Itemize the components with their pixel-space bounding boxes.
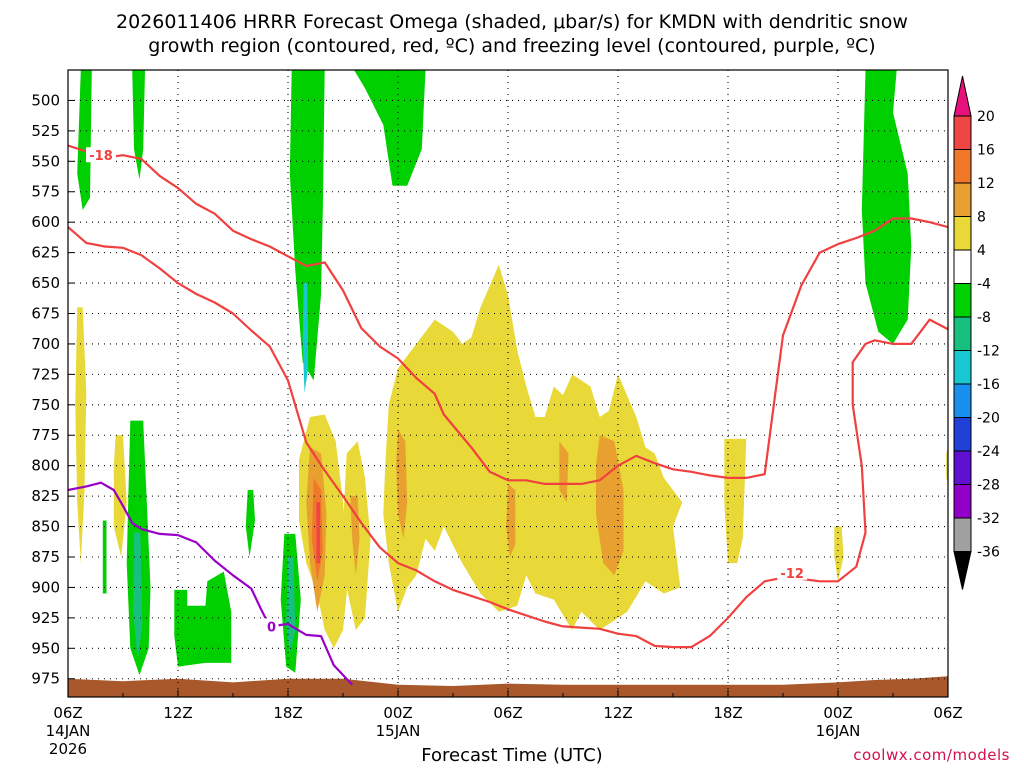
omega-region--8-8 xyxy=(245,490,255,557)
y-tick-label-525: 525 xyxy=(31,122,60,140)
y-tick-label-925: 925 xyxy=(31,609,60,627)
omega-region-8-25 xyxy=(559,441,569,503)
y-tick-label-625: 625 xyxy=(31,244,60,262)
y-tick-label-775: 775 xyxy=(31,426,60,444)
colorbar-swatch-1 xyxy=(953,115,972,150)
colorbar-label-1: 16 xyxy=(977,143,995,159)
omega-region--16-12 xyxy=(302,283,309,393)
colorbar-swatch-4 xyxy=(953,216,972,251)
colorbar-label-2: 12 xyxy=(977,176,995,192)
colorbar-swatch-8 xyxy=(953,350,972,385)
dgz-contour-0-label-bg xyxy=(86,147,116,163)
omega-region-4-19 xyxy=(834,526,844,582)
y-tick-label-600: 600 xyxy=(31,213,60,231)
y-tick-label-725: 725 xyxy=(31,365,60,383)
colorbar-swatch-7 xyxy=(953,316,972,351)
dgz-contour-1-label: -12 xyxy=(780,567,804,582)
x-tick-label-6: 18Z xyxy=(713,704,742,722)
freezing-level-contour-0-label-bg xyxy=(264,618,279,634)
x-tick-label-8: 06Z xyxy=(933,704,962,722)
credit-text: coolwx.com/models xyxy=(853,746,1010,764)
dgz-contour-1-line xyxy=(68,226,948,649)
y-tick-label-575: 575 xyxy=(31,183,60,201)
y-tick-label-675: 675 xyxy=(31,304,60,322)
y-tick-label-850: 850 xyxy=(31,518,60,536)
y-tick-label-875: 875 xyxy=(31,548,60,566)
omega-region--8-2 xyxy=(289,70,325,381)
dgz-contour-0-label: -18 xyxy=(89,149,113,164)
colorbar-label-0: 20 xyxy=(977,109,995,125)
colorbar-swatch-12 xyxy=(953,484,972,519)
x-tick-label-5: 12Z xyxy=(603,704,632,722)
omega-region-4-17 xyxy=(383,264,683,630)
omega-region-16-28 xyxy=(316,502,321,564)
colorbar-label-9: -20 xyxy=(977,411,1000,427)
freezing-level-contour-0-label: 0 xyxy=(267,620,276,635)
chart-title-line-2: growth region (contoured, red, ºC) and f… xyxy=(148,35,876,57)
x-tick-date-7: 16JAN xyxy=(816,722,861,740)
x-tick-label-2: 18Z xyxy=(273,704,302,722)
omega-region--12-10 xyxy=(133,532,143,661)
x-tick-label-0: 06Z xyxy=(53,704,82,722)
freezing-level-contour-0-line xyxy=(68,481,354,686)
y-tick-label-550: 550 xyxy=(31,152,60,170)
dgz-contour-1-label-bg xyxy=(777,564,808,580)
dgz-contour-0-line xyxy=(68,144,948,485)
omega-region--8-1 xyxy=(132,70,145,180)
colorbar-label-12: -32 xyxy=(977,511,1000,527)
y-tick-label-900: 900 xyxy=(31,578,60,596)
y-tick-label-975: 975 xyxy=(31,670,60,688)
x-tick-year-0: 2026 xyxy=(49,740,87,758)
x-tick-label-7: 00Z xyxy=(823,704,852,722)
omega-region--8-6 xyxy=(174,571,232,667)
omega-region--8-0 xyxy=(77,70,92,210)
omega-region-8-26 xyxy=(596,435,624,576)
colorbar-swatch-2 xyxy=(953,149,972,184)
y-tick-label-950: 950 xyxy=(31,639,60,657)
x-tick-label-1: 12Z xyxy=(163,704,192,722)
omega-region-4-14 xyxy=(113,435,127,557)
omega-region-4-18 xyxy=(724,438,747,564)
x-tick-label-4: 06Z xyxy=(493,704,522,722)
x-tick-label-3: 00Z xyxy=(383,704,412,722)
x-tick-date-3: 15JAN xyxy=(376,722,421,740)
omega-region-8-23 xyxy=(396,429,408,539)
chart-title-line-1: 2026011406 HRRR Forecast Omega (shaded, … xyxy=(116,11,908,33)
colorbar-swatch-6 xyxy=(953,283,972,318)
colorbar-label-6: -8 xyxy=(977,310,991,326)
colorbar-swatch-11 xyxy=(953,450,972,485)
colorbar-label-5: -4 xyxy=(977,277,991,293)
colorbar-swatch-5 xyxy=(953,249,972,284)
colorbar-swatch-10 xyxy=(953,417,972,452)
x-tick-date-0: 14JAN xyxy=(46,722,91,740)
x-axis-label: Forecast Time (UTC) xyxy=(421,745,603,766)
y-tick-label-825: 825 xyxy=(31,487,60,505)
y-tick-label-750: 750 xyxy=(31,396,60,414)
colorbar-label-3: 8 xyxy=(977,210,986,226)
colorbar-swatch-14 xyxy=(953,551,972,590)
colorbar-label-7: -12 xyxy=(977,344,1000,360)
colorbar-swatch-13 xyxy=(953,517,972,552)
colorbar-swatch-0 xyxy=(953,75,972,117)
colorbar-label-8: -16 xyxy=(977,377,1000,393)
colorbar-swatch-3 xyxy=(953,182,972,217)
y-tick-label-500: 500 xyxy=(31,91,60,109)
y-tick-label-650: 650 xyxy=(31,274,60,292)
y-tick-label-700: 700 xyxy=(31,335,60,353)
terrain-surface xyxy=(68,676,948,697)
colorbar-swatch-9 xyxy=(953,383,972,418)
colorbar-label-11: -28 xyxy=(977,478,1000,494)
omega-region--8-4 xyxy=(861,70,912,344)
colorbar-label-4: 4 xyxy=(977,243,986,259)
y-tick-label-800: 800 xyxy=(31,457,60,475)
colorbar-label-10: -24 xyxy=(977,444,1000,460)
omega-region--12-11 xyxy=(286,557,296,655)
colorbar-label-13: -36 xyxy=(977,545,1000,561)
omega-region--8-3 xyxy=(354,70,426,186)
